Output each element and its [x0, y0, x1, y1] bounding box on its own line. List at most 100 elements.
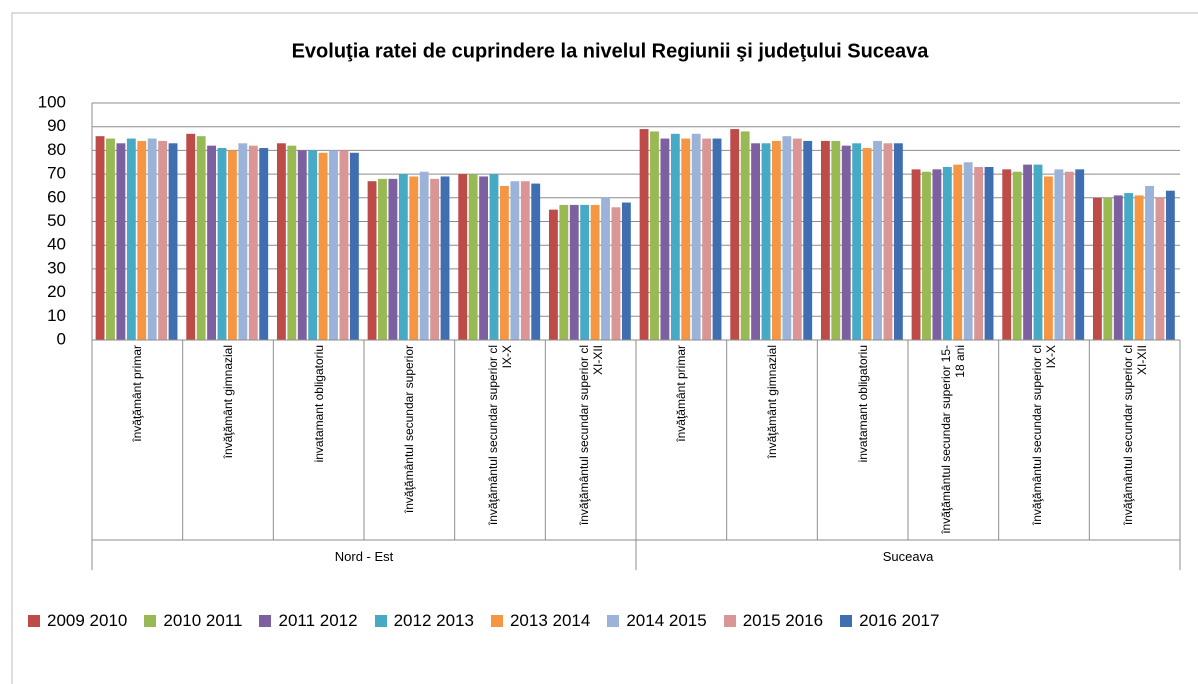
bar [893, 143, 903, 340]
bar [650, 131, 659, 340]
bar [409, 176, 419, 340]
x-tick-label: învăţământul secundar superior cl IX-X [486, 345, 514, 526]
y-tick-label: 60 [47, 187, 66, 206]
legend-item: 2009 2010 [28, 611, 127, 631]
bar [378, 178, 387, 340]
bar [196, 136, 206, 340]
bar [761, 143, 771, 340]
bar [398, 174, 408, 340]
bar [1145, 185, 1154, 340]
x-tick-label: învăţământ gimnazial [765, 345, 779, 459]
bar [1113, 195, 1123, 340]
legend-label: 2013 2014 [509, 611, 591, 630]
y-tick-label: 100 [38, 92, 66, 111]
bar [852, 143, 862, 340]
bar [339, 150, 349, 340]
bar [318, 152, 328, 340]
bar [1064, 171, 1074, 340]
bar [580, 204, 590, 340]
bar [841, 145, 851, 340]
bar [458, 174, 468, 340]
bar [772, 140, 781, 340]
bar [106, 138, 115, 340]
legend-item: 2016 2017 [840, 611, 939, 631]
bar [510, 181, 520, 340]
bar [820, 140, 830, 340]
bar [308, 150, 318, 340]
bar [1012, 171, 1022, 340]
legend-swatch [144, 615, 157, 627]
bar [873, 140, 882, 340]
bar [276, 143, 286, 340]
bar [259, 148, 269, 340]
bar [681, 138, 691, 340]
bar [740, 131, 750, 340]
legend-label: 2014 2015 [626, 611, 707, 630]
legend-item: 2010 2011 [144, 611, 242, 631]
y-tick-label: 10 [47, 306, 66, 325]
legend-item: 2012 2013 [374, 611, 474, 631]
legend: 2009 2010 2010 2011 2011 2012 2012 2013 2013… [28, 611, 939, 631]
bar [792, 138, 802, 340]
legend-label: 2009 2010 [47, 611, 128, 630]
bar [911, 169, 921, 340]
legend-label: 2010 2011 [163, 611, 243, 630]
bar [730, 129, 740, 340]
legend-swatch [840, 615, 853, 627]
bar [601, 197, 610, 340]
bar [883, 143, 893, 340]
bar [430, 178, 440, 340]
x-tick-label: învăţământul secundar superior cl XI-XII [576, 345, 605, 526]
legend-swatch [607, 615, 620, 627]
bar [670, 133, 680, 340]
legend-item: 2015 2016 [723, 611, 824, 631]
bar [1124, 193, 1134, 340]
bar [126, 138, 136, 340]
bar [639, 129, 649, 340]
legend-item: 2013 2014 [490, 611, 591, 631]
x-tick-label: invatamant obligatoriu [311, 345, 326, 463]
bar [217, 148, 227, 340]
bar [621, 202, 631, 340]
y-tick-label: 0 [57, 329, 66, 348]
bar [1002, 169, 1012, 340]
bar [660, 138, 670, 340]
bar [1103, 197, 1113, 340]
bar [702, 138, 712, 340]
bar [782, 136, 792, 340]
bar [95, 136, 105, 340]
x-tick-label: învăţământul secundar superior cl IX-X [1030, 345, 1058, 526]
group-label: Suceava [882, 549, 934, 564]
bar [559, 204, 569, 340]
x-tick-label: invatamant obligatoriu [855, 345, 870, 463]
legend-item: 2014 2015 [607, 611, 707, 631]
bar [984, 166, 994, 340]
bar [831, 140, 841, 340]
bar [1023, 164, 1033, 340]
bar [287, 145, 297, 340]
legend-label: 2015 2016 [742, 611, 824, 630]
bar [168, 143, 178, 340]
y-tick-label: 40 [47, 235, 66, 254]
bar [974, 166, 984, 340]
bar [963, 162, 973, 340]
bar [228, 150, 237, 340]
bar [922, 171, 931, 340]
bar [440, 176, 450, 340]
bar [207, 145, 217, 340]
bar [329, 150, 338, 340]
legend-swatch [28, 615, 40, 627]
chart-title: Evoluţia ratei de cuprindere la nivelul … [292, 40, 930, 62]
bar [1155, 197, 1165, 340]
bar [942, 166, 952, 340]
y-tick-label: 30 [47, 258, 66, 277]
y-tick-label: 90 [47, 116, 66, 135]
x-tick-label: învăţământul secundar superior [402, 345, 417, 514]
bar [388, 178, 398, 340]
chart-border [11, 12, 1198, 684]
bar [953, 164, 963, 340]
bar [1054, 169, 1064, 340]
legend-item: 2011 2012 [259, 611, 358, 631]
